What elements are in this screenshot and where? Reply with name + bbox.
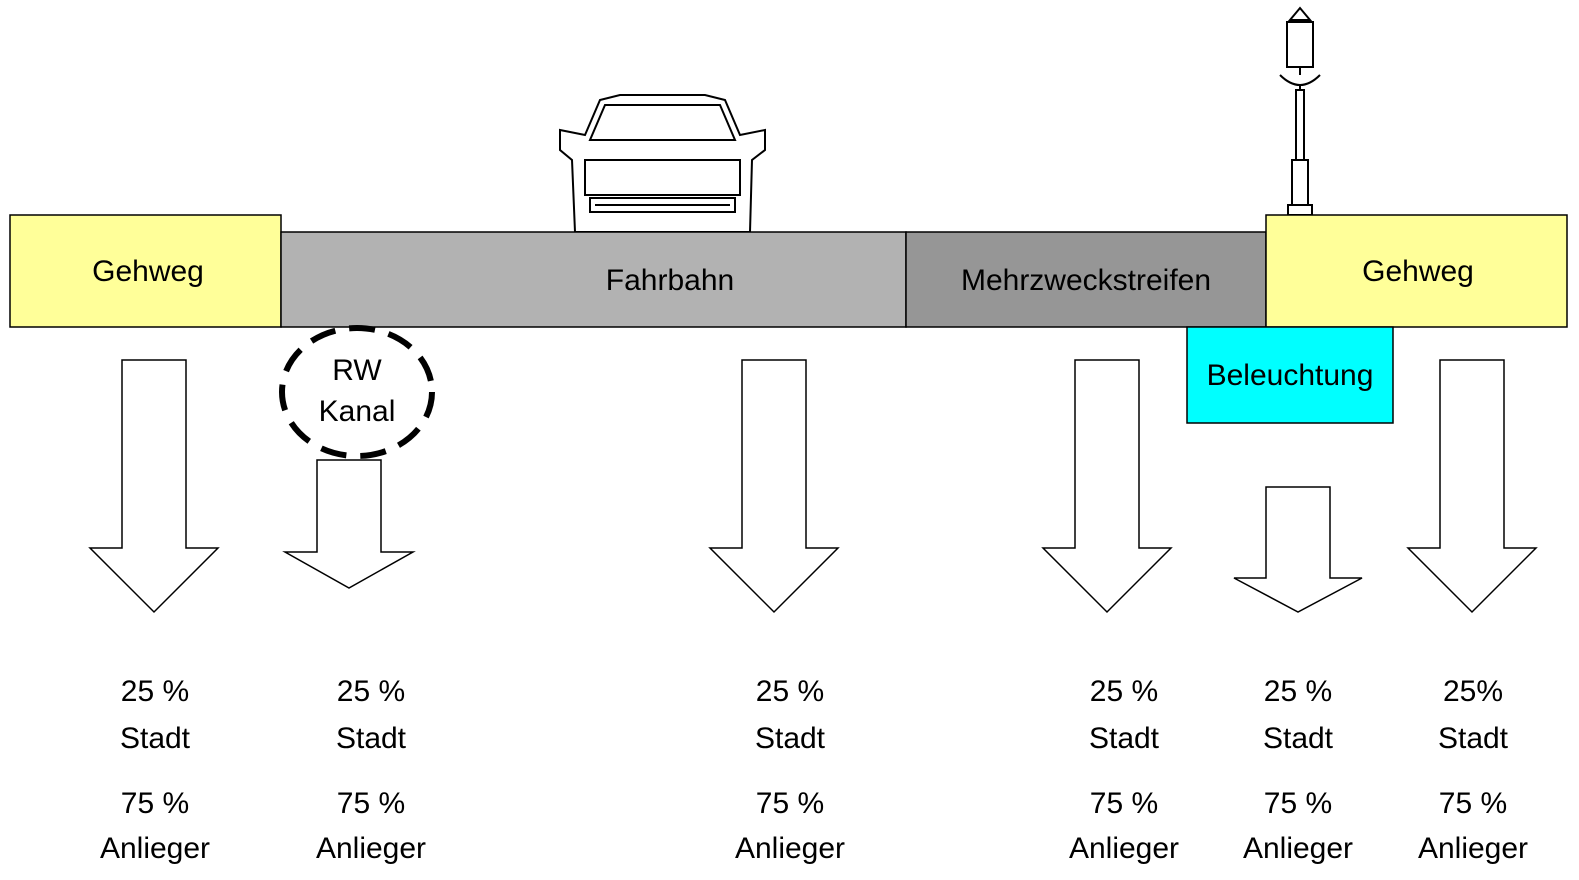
share-label: 25 % (1090, 675, 1158, 708)
segment-label: Gehweg (1362, 255, 1474, 288)
share-label: 75 % (1439, 787, 1507, 820)
roadway (281, 232, 906, 327)
share-label: 75 % (337, 787, 405, 820)
arrow (710, 360, 838, 612)
share-label: 75 % (1264, 787, 1332, 820)
share-label: 25 % (121, 675, 189, 708)
car-icon (560, 95, 765, 232)
arrow (90, 360, 218, 612)
share-label: Anlieger (316, 832, 426, 865)
share-label: Anlieger (1418, 832, 1528, 865)
arrow (1408, 360, 1536, 612)
share-label: Stadt (120, 722, 191, 755)
lamp-icon (1280, 8, 1320, 215)
segment-label: Mehrzweckstreifen (961, 264, 1211, 297)
lighting-label: Beleuchtung (1207, 359, 1374, 392)
arrow (285, 460, 413, 588)
share-label: 25 % (1264, 675, 1332, 708)
share-label: Anlieger (735, 832, 845, 865)
arrow (1043, 360, 1171, 612)
segment-label: Gehweg (92, 255, 204, 288)
share-label: 75 % (756, 787, 824, 820)
share-label: Stadt (755, 722, 826, 755)
canal-label: Kanal (319, 395, 396, 428)
segment-label: Fahrbahn (606, 264, 734, 297)
canal-label: RW (332, 354, 382, 387)
share-label: Anlieger (100, 832, 210, 865)
share-label: Anlieger (1243, 832, 1353, 865)
share-label: 75 % (121, 787, 189, 820)
share-label: 25 % (337, 675, 405, 708)
canal-outline (282, 328, 432, 456)
cost-split-labels: 25 % Stadt 75 % Anlieger 25 % Stadt 75 % Anlieg… (100, 675, 1528, 865)
share-label: 25% (1443, 675, 1503, 708)
share-label: Anlieger (1069, 832, 1179, 865)
diagram: Gehweg Fahrbahn Mehrzweckstreifen Gehweg… (0, 0, 1579, 875)
share-label: Stadt (1263, 722, 1334, 755)
share-label: 75 % (1090, 787, 1158, 820)
arrow (1234, 487, 1362, 612)
share-label: Stadt (336, 722, 407, 755)
share-label: Stadt (1438, 722, 1509, 755)
share-label: 25 % (756, 675, 824, 708)
share-label: Stadt (1089, 722, 1160, 755)
